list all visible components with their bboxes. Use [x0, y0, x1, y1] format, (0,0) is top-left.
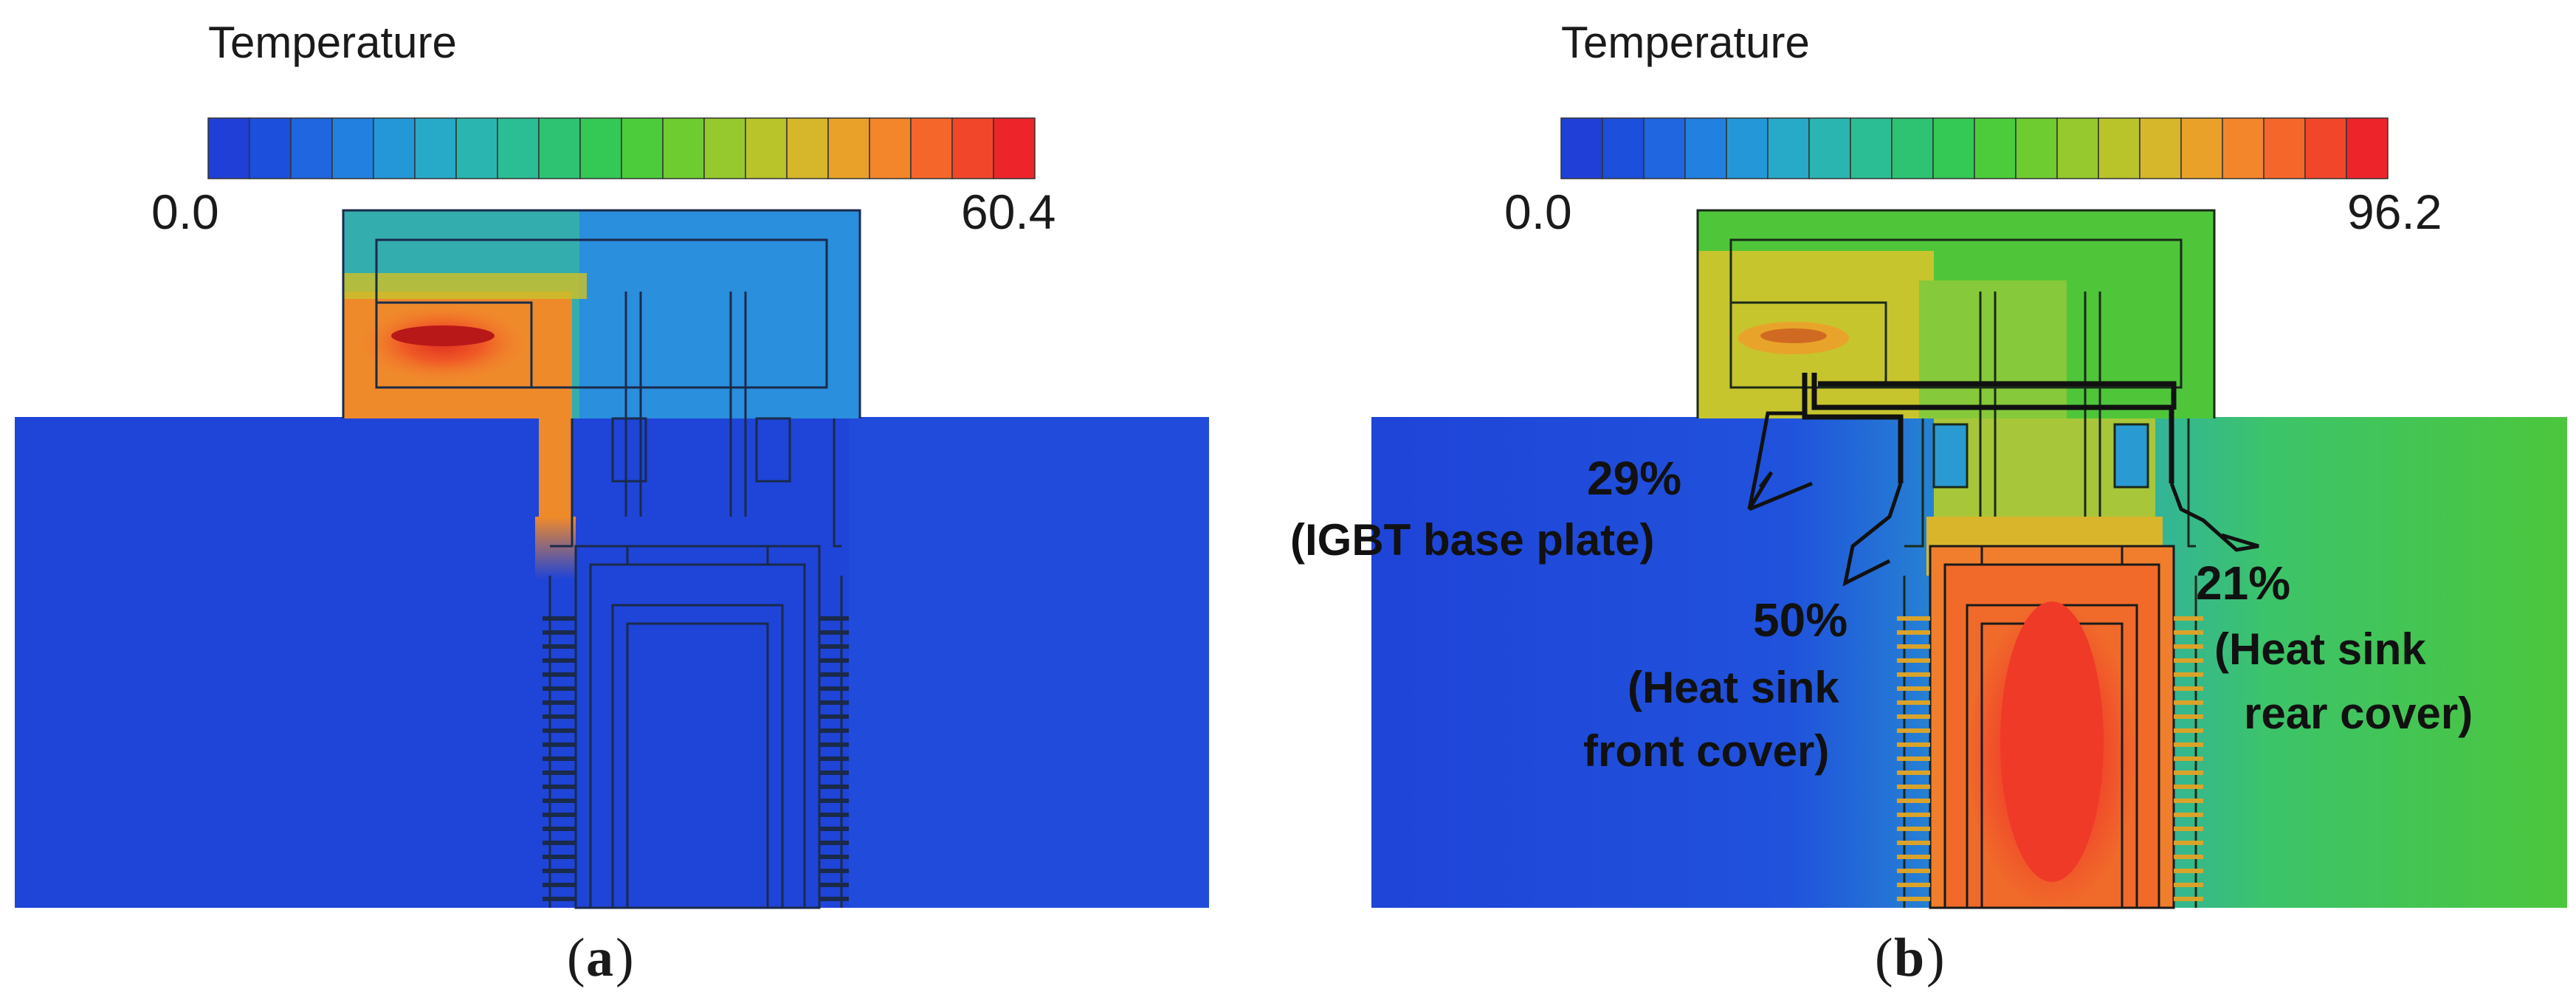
igbt-core [391, 325, 495, 346]
colorbar-band [1643, 117, 1686, 179]
colorbar-band [1726, 117, 1769, 179]
heat-path-lines [1802, 373, 2177, 483]
heat-sink-fins-left [543, 616, 576, 901]
colorbar-band [207, 117, 250, 179]
igbt-core [1760, 328, 1827, 343]
colorbar-band [993, 117, 1036, 179]
front-cover-label-line1: (Heat sink [1628, 663, 1839, 712]
colorbar-band [869, 117, 912, 179]
rear-cover-label-line1: (Heat sink [2214, 624, 2426, 674]
colorbar-band [2098, 117, 2141, 179]
colorbar-band [455, 117, 498, 179]
front-cover-percentage: 50% [1753, 593, 1847, 647]
colorbar-band [745, 117, 788, 179]
colorbar-title: Temperature [1561, 18, 1810, 67]
colorbar-band [1808, 117, 1851, 179]
panel-a: Temperature 0.0 60.4 [15, 18, 1209, 988]
colorbar-band [1891, 117, 1934, 179]
colorbar-band [786, 117, 829, 179]
colorbar-band [373, 117, 416, 179]
front-cover-arrow [1842, 483, 1903, 587]
panel-label-close: ) [616, 928, 634, 988]
colorbar-band [827, 117, 870, 179]
colorbar-band [910, 117, 953, 179]
panel-label-letter: b [1894, 928, 1924, 988]
rear-cover-percentage: 21% [2196, 556, 2290, 610]
colorbar-band [621, 117, 664, 179]
heat-sink-fins-left [1897, 616, 1930, 901]
colorbar [1560, 117, 2389, 179]
ambient-region-right-shade [849, 417, 1209, 908]
igbt-percentage: 29% [1587, 452, 1681, 505]
colorbar-band [1932, 117, 1975, 179]
colorbar-band [414, 117, 457, 179]
colorbar-band [1684, 117, 1727, 179]
colorbar-band [249, 117, 292, 179]
panel-label-open: ( [567, 928, 585, 988]
front-cover-label-line2: front cover) [1583, 726, 1829, 776]
colorbar-min-label: 0.0 [151, 185, 219, 239]
colorbar-max-label: 60.4 [961, 185, 1055, 239]
rear-cover-label-line2: rear cover) [2244, 689, 2473, 738]
colorbar-band [538, 117, 581, 179]
panel-b: Temperature 0.0 96.2 [1290, 18, 2567, 988]
colorbar-band [2139, 117, 2182, 179]
heat-sink [1929, 545, 2175, 909]
igbt-arrow [1747, 411, 1813, 511]
colorbar-band [1767, 117, 1810, 179]
rear-cover-arrow [2169, 483, 2259, 552]
colorbar-band [1560, 117, 1603, 179]
panel-label-letter: a [586, 928, 613, 988]
colorbar-band [1850, 117, 1893, 179]
colorbar-band [662, 117, 705, 179]
colorbar-band [331, 117, 374, 179]
colorbar-band [579, 117, 622, 179]
colorbar-band [290, 117, 333, 179]
hot-channel-fade [535, 517, 576, 579]
colorbar-band [2222, 117, 2265, 179]
panel-label-close: ) [1926, 928, 1945, 988]
colorbar-band [1974, 117, 2017, 179]
colorbar-max-label: 96.2 [2347, 185, 2442, 239]
housing-igbt-fringe [343, 273, 587, 299]
igbt-description: (IGBT base plate) [1290, 515, 1654, 565]
colorbar-band [1602, 117, 1645, 179]
housing-outline [1696, 209, 2216, 908]
housing-mid-zone [1919, 280, 2067, 418]
colorbar-band [2056, 117, 2099, 179]
colorbar-band [703, 117, 746, 179]
panel-label-open: ( [1875, 928, 1893, 988]
colorbar [207, 117, 1036, 179]
colorbar-band [2304, 117, 2347, 179]
colorbar-band [2015, 117, 2058, 179]
heat-sink-fins-right [2174, 616, 2203, 901]
colorbar-band [2346, 117, 2389, 179]
colorbar-band [951, 117, 994, 179]
colorbar-band [2263, 117, 2306, 179]
colorbar-min-label: 0.0 [1504, 185, 1572, 239]
colorbar-band [2180, 117, 2223, 179]
colorbar-title: Temperature [208, 18, 457, 67]
heat-sink [574, 545, 821, 909]
colorbar-band [497, 117, 540, 179]
heat-sink-fins-right [819, 616, 849, 901]
